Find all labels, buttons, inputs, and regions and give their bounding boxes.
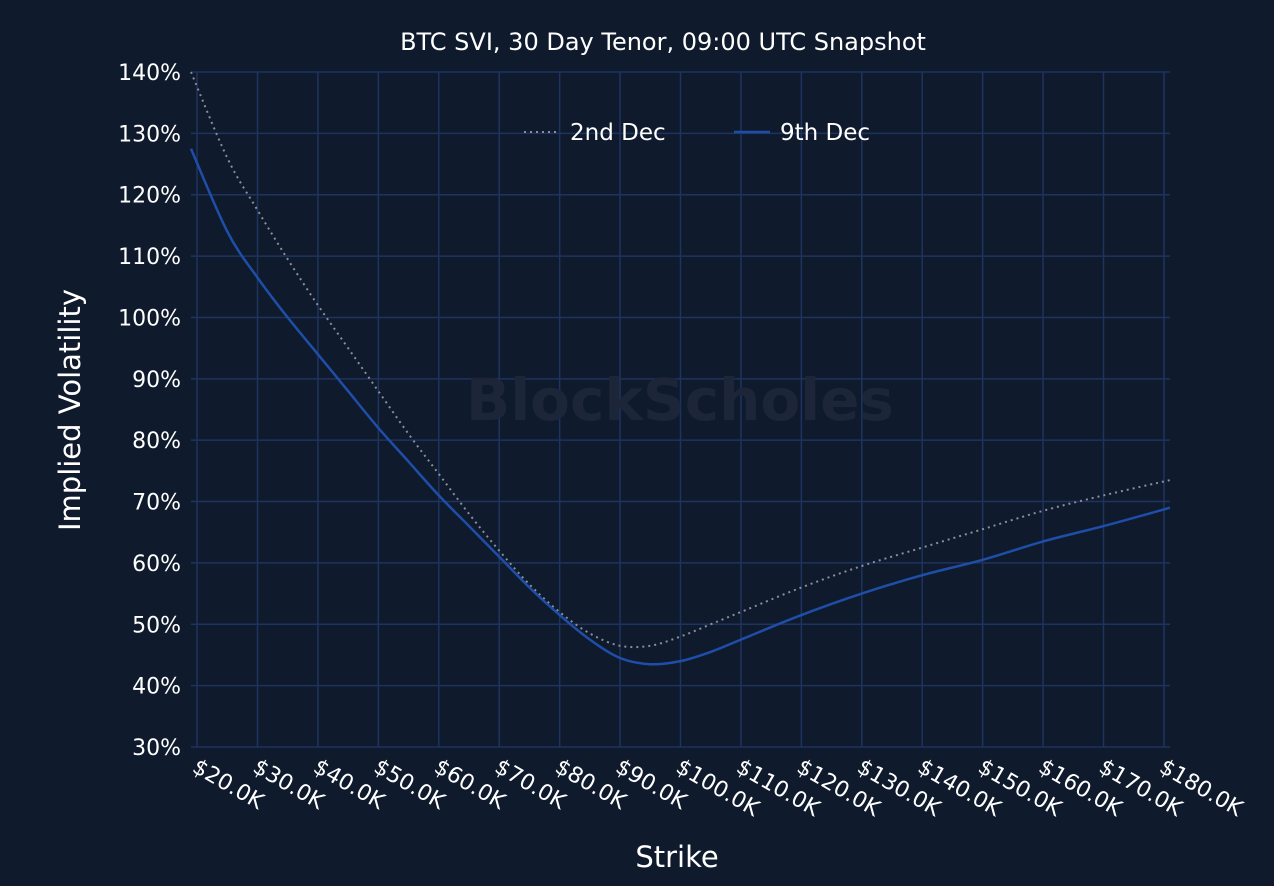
chart-title: BTC SVI, 30 Day Tenor, 09:00 UTC Snapsho… (400, 28, 926, 56)
grid-layer (191, 71, 1170, 748)
y-tick-label: 100% (118, 306, 181, 331)
watermark-logo: BlockScholes (466, 366, 894, 434)
legend-label[interactable]: 2nd Dec (570, 120, 666, 146)
y-axis-label: Implied Volatility (53, 289, 87, 531)
y-tick-label: 90% (132, 368, 181, 393)
y-tick-label: 120% (118, 184, 181, 209)
y-tick-label: 140% (118, 61, 181, 86)
y-tick-layer: 30% 40% 50% 60% 70% 80% 90% 100% 110% 120% 130% 140… (118, 61, 181, 761)
series-line-2nd-dec (190, 71, 1171, 649)
y-tick-label: 80% (132, 429, 181, 454)
series-line-9th-dec (189, 148, 1171, 666)
x-axis-label: Strike (635, 840, 718, 874)
legend[interactable]: 2nd Dec 9th Dec (524, 120, 870, 146)
y-tick-label: 30% (132, 736, 181, 761)
y-tick-label: 70% (132, 491, 181, 516)
legend-label[interactable]: 9th Dec (780, 120, 870, 146)
series-layer (189, 71, 1171, 666)
y-tick-label: 130% (118, 122, 181, 147)
y-tick-label: 50% (132, 613, 181, 638)
y-tick-label: 60% (132, 552, 181, 577)
y-tick-label: 110% (118, 245, 181, 270)
y-tick-label: 40% (132, 675, 181, 700)
